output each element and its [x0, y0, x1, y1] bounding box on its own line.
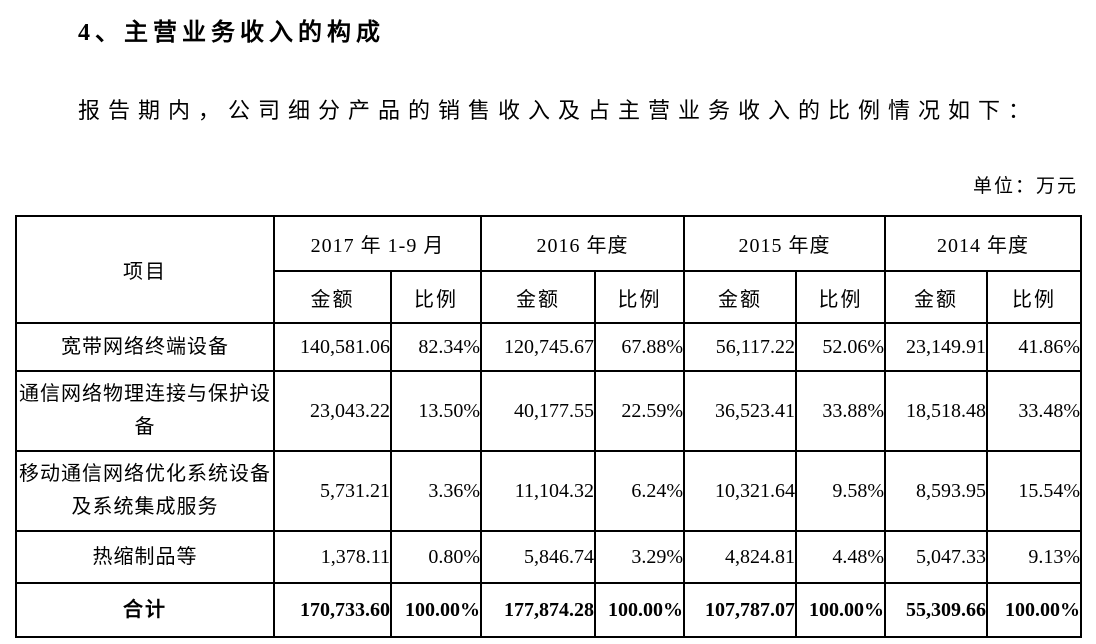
cell-amount: 23,043.22: [273, 370, 392, 452]
table-total-row: 合计 170,733.60 100.00% 177,874.28 100.00%…: [15, 582, 1083, 638]
cell-amount: 10,321.64: [683, 450, 798, 532]
column-header-period-2015: 2015 年度: [683, 215, 887, 272]
table-row: 热缩制品等 1,378.11 0.80% 5,846.74 3.29% 4,82…: [15, 530, 1083, 584]
cell-ratio: 33.88%: [795, 370, 887, 452]
column-header-period-2017: 2017 年 1-9 月: [272, 215, 483, 272]
subheader-ratio-2015: 比例: [795, 270, 887, 324]
column-header-period-2014: 2014 年度: [884, 215, 1083, 272]
cell-ratio: 0.80%: [389, 530, 483, 584]
cell-ratio: 3.36%: [389, 450, 483, 532]
cell-ratio: 9.13%: [986, 530, 1083, 584]
cell-ratio: 3.29%: [594, 530, 686, 584]
table-row: 移动通信网络优化系统设备及系统集成服务 5,731.21 3.36% 11,10…: [15, 450, 1083, 532]
revenue-composition-table: 项目 2017 年 1-9 月 2016 年度 2015 年度 2014 年度 …: [15, 215, 1083, 638]
cell-ratio: 13.50%: [389, 370, 483, 452]
cell-amount: 18,518.48: [884, 370, 989, 452]
cell-ratio: 9.58%: [795, 450, 887, 532]
cell-amount-total: 107,787.07: [683, 582, 798, 638]
row-item-label: 通信网络物理连接与保护设备: [15, 370, 275, 452]
cell-ratio: 67.88%: [594, 322, 686, 372]
subheader-amount-2015: 金额: [683, 270, 798, 324]
subheader-ratio-2017: 比例: [389, 270, 483, 324]
cell-ratio: 22.59%: [594, 370, 686, 452]
table-row: 通信网络物理连接与保护设备 23,043.22 13.50% 40,177.55…: [15, 370, 1083, 452]
subheader-amount-2014: 金额: [884, 270, 989, 324]
column-header-period-2016: 2016 年度: [480, 215, 686, 272]
cell-amount-total: 55,309.66: [884, 582, 989, 638]
cell-ratio: 6.24%: [594, 450, 686, 532]
cell-ratio: 4.48%: [795, 530, 887, 584]
cell-amount: 1,378.11: [273, 530, 392, 584]
cell-amount: 140,581.06: [273, 322, 392, 372]
section-title: 4、主营业务收入的构成: [78, 20, 385, 46]
cell-ratio: 15.54%: [986, 450, 1083, 532]
cell-ratio: 82.34%: [389, 322, 483, 372]
subheader-amount-2017: 金额: [273, 270, 392, 324]
cell-amount-total: 177,874.28: [480, 582, 597, 638]
cell-amount: 5,846.74: [480, 530, 597, 584]
cell-amount: 5,731.21: [273, 450, 392, 532]
cell-ratio-total: 100.00%: [594, 582, 686, 638]
unit-note: 单位：万元: [972, 176, 1078, 197]
cell-amount: 56,117.22: [683, 322, 798, 372]
cell-amount: 36,523.41: [683, 370, 798, 452]
row-item-label: 宽带网络终端设备: [15, 322, 275, 372]
cell-ratio: 52.06%: [795, 322, 887, 372]
row-item-label: 热缩制品等: [15, 530, 275, 584]
cell-amount: 4,824.81: [683, 530, 798, 584]
cell-ratio: 41.86%: [986, 322, 1083, 372]
cell-amount-total: 170,733.60: [273, 582, 392, 638]
cell-amount: 8,593.95: [884, 450, 989, 532]
cell-amount: 120,745.67: [480, 322, 597, 372]
cell-ratio-total: 100.00%: [986, 582, 1083, 638]
cell-ratio: 33.48%: [986, 370, 1083, 452]
cell-amount: 11,104.32: [480, 450, 597, 532]
column-header-item: 项目: [15, 215, 275, 324]
subheader-ratio-2014: 比例: [986, 270, 1083, 324]
cell-amount: 5,047.33: [884, 530, 989, 584]
subheader-amount-2016: 金额: [480, 270, 597, 324]
cell-ratio-total: 100.00%: [795, 582, 887, 638]
subheader-ratio-2016: 比例: [594, 270, 686, 324]
row-item-label: 移动通信网络优化系统设备及系统集成服务: [15, 450, 275, 532]
cell-amount: 40,177.55: [480, 370, 597, 452]
total-label: 合计: [15, 582, 275, 638]
intro-paragraph: 报告期内，公司细分产品的销售收入及占主营业务收入的比例情况如下：: [78, 98, 1039, 123]
table-row: 宽带网络终端设备 140,581.06 82.34% 120,745.67 67…: [15, 322, 1083, 372]
cell-ratio-total: 100.00%: [389, 582, 483, 638]
cell-amount: 23,149.91: [884, 322, 989, 372]
